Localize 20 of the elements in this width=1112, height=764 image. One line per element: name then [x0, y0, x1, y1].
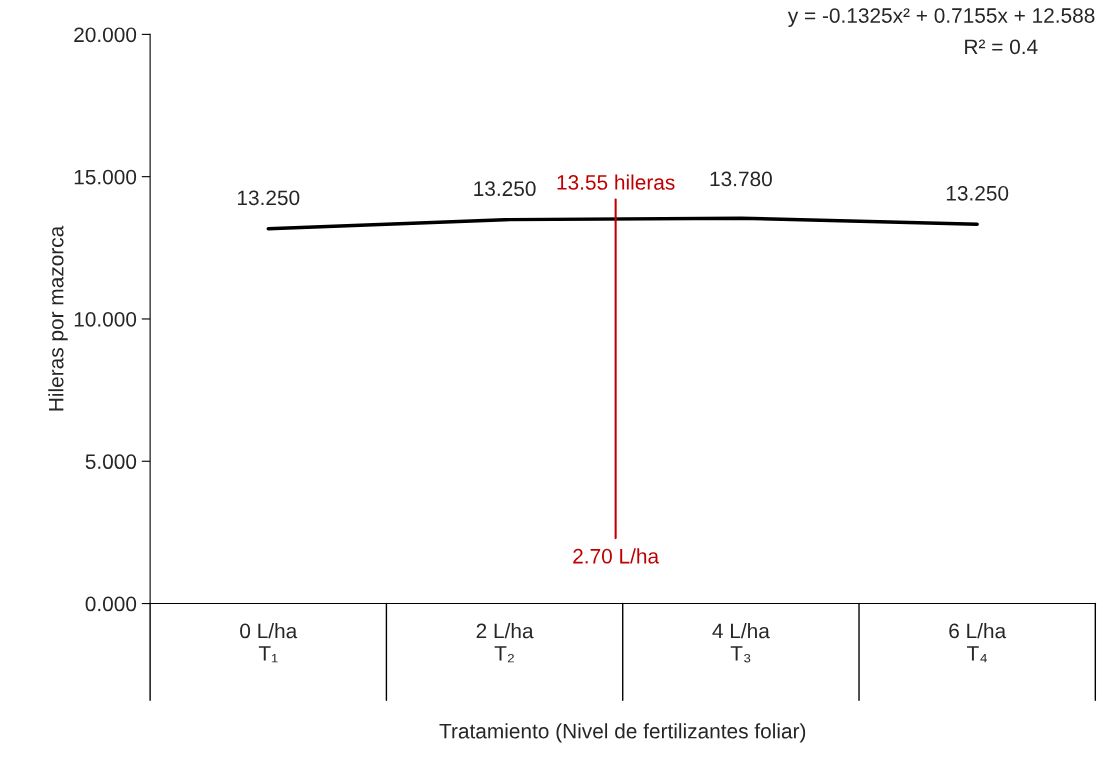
annotation: 13.250 [946, 185, 1009, 201]
x-tick-label: 6 L/ha T₄ [949, 623, 1007, 663]
text: y = -0.1325x² + 0.7155x + 12.588 [787, 8, 1095, 28]
annotation: 13.250 [474, 181, 536, 197]
x-tick-label: 2 L/ha T₂ [476, 623, 534, 663]
line-series [266, 216, 979, 231]
x-tick-label: 4 L/ha T₃ [712, 623, 770, 663]
annotation: 13.780 [710, 171, 772, 187]
y-tick-label: 0.000 [85, 596, 137, 612]
x-tick-label: 0 L/ha T₁ [240, 623, 298, 663]
y-tick-label: 20.000 [74, 27, 137, 43]
annotation: 2.70 L/ha [573, 548, 660, 564]
y-tick-label: 15.000 [74, 169, 137, 185]
annotation: R² = 0.4 [965, 39, 1038, 55]
annotation: 13.55 hileras [557, 174, 675, 190]
y-tick-label: 10.000 [74, 311, 137, 327]
annotation: 13.250 [238, 190, 300, 206]
x-axis-title: Tratamiento (Nivel de fertilizantes foliar) [439, 723, 806, 743]
y-axis-title: Hileras por mazorca [48, 225, 68, 411]
y-tick-label: 5.000 [85, 454, 137, 470]
